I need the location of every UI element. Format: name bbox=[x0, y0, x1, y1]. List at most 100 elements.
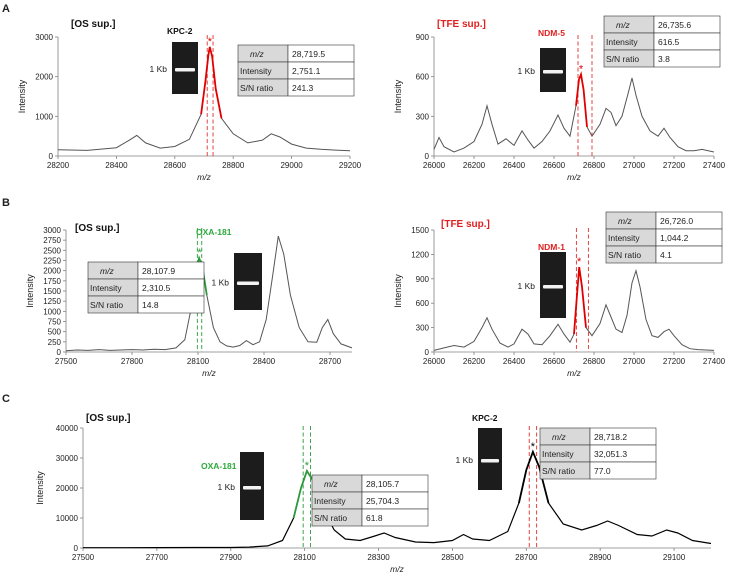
x-tick-label: 28700 bbox=[515, 553, 538, 562]
table-value-cell bbox=[287, 78, 355, 97]
peak-star-marker: * bbox=[577, 256, 582, 268]
x-tick-label: 27200 bbox=[663, 357, 686, 366]
sample-label: [TFE sup.] bbox=[437, 19, 486, 30]
y-axis-label: Intensity bbox=[17, 79, 27, 113]
gel-label: 1 Kb bbox=[218, 482, 236, 492]
y-tick-label: 0 bbox=[49, 152, 54, 161]
gel-label: 1 Kb bbox=[518, 281, 536, 291]
x-tick-label: 28500 bbox=[441, 553, 464, 562]
y-tick-label: 1000 bbox=[43, 307, 61, 316]
x-tick-label: 28400 bbox=[105, 161, 128, 170]
table-label: Intensity bbox=[90, 283, 122, 293]
table-label: Intensity bbox=[608, 233, 640, 243]
x-tick-label: 27000 bbox=[623, 161, 646, 170]
y-tick-label: 0 bbox=[74, 544, 79, 553]
table-label: S/N ratio bbox=[240, 83, 273, 93]
spectrum-trace bbox=[433, 72, 715, 153]
y-tick-label: 250 bbox=[48, 338, 62, 347]
stats-table: m/z 26,735.6 Intensity 616.5 S/N ratio 3.8 bbox=[603, 15, 721, 68]
y-tick-label: 2000 bbox=[35, 73, 53, 82]
x-tick-label: 26800 bbox=[583, 357, 606, 366]
y-axis-label: Intensity bbox=[393, 79, 403, 113]
gene-label: KPC-2 bbox=[472, 413, 498, 423]
sample-label: [OS sup.] bbox=[71, 19, 115, 30]
stats-table: m/z 28,719.5 Intensity 2,751.1 S/N ratio 241.… bbox=[237, 44, 355, 97]
gel-image: 1 Kb bbox=[518, 48, 566, 92]
x-tick-label: 26200 bbox=[463, 161, 486, 170]
x-tick-label: 28900 bbox=[589, 553, 612, 562]
table-value: 25,704.3 bbox=[366, 496, 399, 506]
chart-panel-a-right: 26000 26200 26400 26600 26800 27000 27200 27400… bbox=[393, 15, 726, 182]
table-label: S/N ratio bbox=[608, 250, 641, 260]
table-label: Intensity bbox=[542, 449, 574, 459]
stats-table: m/z 28,718.2 Intensity 32,051.3 S/N ratio 77.… bbox=[539, 427, 657, 480]
x-tick-label: 26000 bbox=[423, 357, 446, 366]
x-tick-label: 28400 bbox=[253, 357, 276, 366]
panel-letter: C bbox=[2, 393, 10, 405]
table-value: 28,107.9 bbox=[142, 266, 175, 276]
stats-table: m/z 28,107.9 Intensity 2,310.5 S/N ratio 14.8 bbox=[87, 261, 205, 314]
x-tick-label: 27400 bbox=[703, 161, 726, 170]
y-tick-label: 900 bbox=[416, 33, 430, 42]
table-label: m/z bbox=[100, 266, 114, 276]
x-tick-label: 27500 bbox=[72, 553, 95, 562]
table-value: 3.8 bbox=[658, 54, 670, 64]
y-tick-label: 1750 bbox=[43, 277, 61, 286]
y-tick-label: 1000 bbox=[35, 112, 53, 121]
table-label: m/z bbox=[616, 20, 630, 30]
y-tick-label: 300 bbox=[416, 112, 430, 121]
highlighted-peak bbox=[575, 71, 588, 127]
gel-band bbox=[543, 285, 563, 289]
gene-label: NDM-5 bbox=[538, 28, 565, 38]
peak-star-marker: * bbox=[531, 441, 536, 453]
spectrum-trace bbox=[65, 235, 353, 352]
gene-label: NDM-1 bbox=[538, 242, 565, 252]
table-value: 32,051.3 bbox=[594, 449, 627, 459]
y-tick-label: 300 bbox=[416, 324, 430, 333]
gene-label: KPC-2 bbox=[167, 26, 193, 36]
sample-label: [OS sup.] bbox=[75, 223, 119, 234]
x-tick-label: 28700 bbox=[319, 357, 342, 366]
y-axis-label: Intensity bbox=[35, 471, 45, 505]
highlighted-peak bbox=[573, 266, 587, 335]
y-tick-label: 10000 bbox=[56, 514, 79, 523]
spectrum-trace bbox=[433, 267, 715, 351]
y-tick-label: 0 bbox=[425, 152, 430, 161]
y-tick-label: 1250 bbox=[43, 297, 61, 306]
chart-panel-b-left: 27500 27800 28100 28400 28700025050075010001… bbox=[2, 197, 353, 378]
x-tick-label: 27900 bbox=[220, 553, 243, 562]
table-label: S/N ratio bbox=[314, 513, 347, 523]
x-tick-label: 27000 bbox=[623, 357, 646, 366]
table-value: 2,310.5 bbox=[142, 283, 171, 293]
y-tick-label: 40000 bbox=[56, 424, 79, 433]
y-tick-label: 3000 bbox=[35, 33, 53, 42]
chart-panel-b-right: 26000 26200 26400 26600 26800 27000 27200 27400… bbox=[393, 211, 726, 378]
peak-star-marker: * bbox=[197, 247, 202, 259]
x-tick-label: 29100 bbox=[663, 553, 686, 562]
x-tick-label: 27800 bbox=[121, 357, 144, 366]
table-label: m/z bbox=[552, 432, 566, 442]
y-axis-label: Intensity bbox=[393, 274, 403, 308]
table-label: S/N ratio bbox=[542, 466, 575, 476]
chart-panel-c: 27500 27700 27900 28100 28300 28500 28700 28900… bbox=[2, 393, 712, 574]
y-tick-label: 2500 bbox=[43, 246, 61, 255]
gel-label: 1 Kb bbox=[212, 278, 230, 288]
x-tick-label: 28800 bbox=[222, 161, 245, 170]
y-tick-label: 0 bbox=[57, 348, 62, 357]
y-tick-label: 3000 bbox=[43, 226, 61, 235]
gel-image: 1 Kb bbox=[150, 42, 198, 94]
y-tick-label: 0 bbox=[425, 348, 430, 357]
peak-star-marker: * bbox=[305, 460, 310, 472]
table-value: 61.8 bbox=[366, 513, 383, 523]
panel-letter: A bbox=[2, 3, 10, 15]
x-tick-label: 26400 bbox=[503, 357, 526, 366]
gel-band bbox=[243, 486, 261, 490]
chart-panel-a-left: 28200 28400 28600 28800 29000 29200 0 1000 2000 3… bbox=[2, 3, 362, 182]
table-value-cell bbox=[361, 508, 429, 527]
peak-star-marker: * bbox=[579, 63, 584, 75]
gel-image: 1 Kb bbox=[218, 452, 264, 520]
table-value: 241.3 bbox=[292, 83, 314, 93]
table-value: 2,751.1 bbox=[292, 66, 321, 76]
x-tick-label: 28200 bbox=[47, 161, 70, 170]
